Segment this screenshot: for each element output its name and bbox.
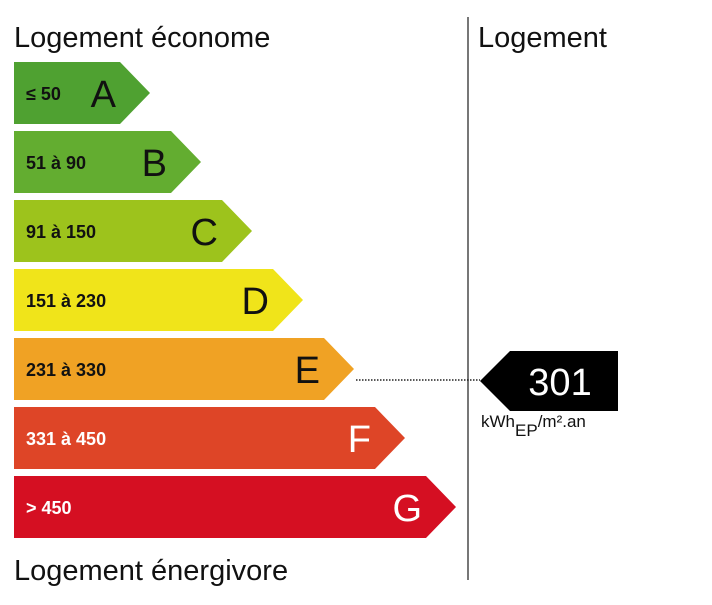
- class-bar: [14, 62, 150, 124]
- class-bars: ≤ 50 A 51 à 90 B 91 à 150 C 151 à 230 D 231 à 33…: [14, 62, 456, 538]
- class-range: 151 à 230: [26, 291, 106, 311]
- header-right: Logement: [478, 22, 607, 54]
- value-arrow: [480, 351, 618, 411]
- class-letter: B: [142, 143, 167, 185]
- class-bar: [14, 131, 201, 193]
- class-range: 331 à 450: [26, 429, 106, 449]
- unit-sub: EP: [515, 421, 538, 440]
- class-range: > 450: [26, 498, 72, 518]
- class-bar: [14, 476, 456, 538]
- class-letter: C: [191, 212, 218, 254]
- class-letter: D: [242, 281, 269, 323]
- unit: kWhEP/m².an: [481, 412, 586, 440]
- class-range: ≤ 50: [26, 84, 61, 104]
- header-left: Logement économe: [14, 22, 270, 54]
- value: 301: [528, 362, 591, 404]
- class-letter: G: [392, 488, 422, 530]
- unit-rest: /m².an: [538, 412, 586, 431]
- class-range: 91 à 150: [26, 222, 96, 242]
- class-range: 51 à 90: [26, 153, 86, 173]
- class-bar: [14, 407, 405, 469]
- class-bar: [14, 269, 303, 331]
- class-letter: A: [91, 74, 117, 116]
- class-letter: E: [295, 350, 320, 392]
- unit-main: kWh: [481, 412, 515, 431]
- footer: Logement énergivore: [14, 555, 288, 587]
- class-bar: [14, 338, 354, 400]
- class-bar: [14, 200, 252, 262]
- class-range: 231 à 330: [26, 360, 106, 380]
- class-letter: F: [348, 419, 371, 461]
